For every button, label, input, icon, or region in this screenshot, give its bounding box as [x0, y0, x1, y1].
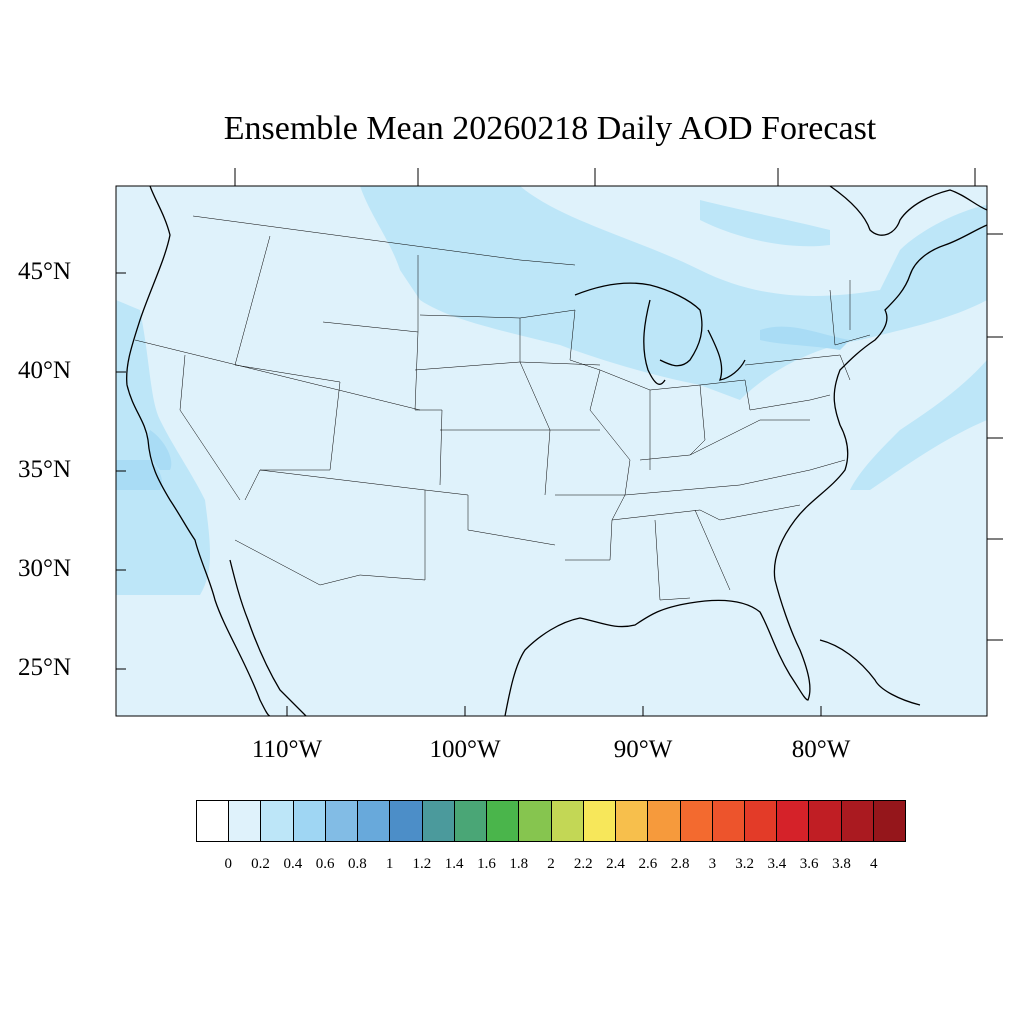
- colorbar-label: 2.4: [606, 856, 625, 872]
- map-ticks: [116, 168, 1003, 716]
- colorbar-swatch: [358, 801, 391, 841]
- colorbar-swatch: [390, 801, 423, 841]
- lat-label-45: 45°N: [18, 258, 72, 285]
- colorbar-label: 1.8: [509, 856, 529, 872]
- colorbar-swatch: [519, 801, 552, 841]
- colorbar-swatch: [873, 801, 906, 841]
- colorbar-label: 0.8: [347, 856, 367, 872]
- colorbar-label: 0.6: [315, 856, 335, 872]
- lon-label-100w: 100°W: [429, 736, 501, 763]
- colorbar-label: 2.2: [573, 856, 593, 872]
- colorbar-swatch: [809, 801, 842, 841]
- aod-accent: [116, 460, 162, 490]
- colorbar-label: 2: [547, 856, 555, 872]
- colorbar-swatch: [744, 801, 778, 841]
- colorbar-swatch: [454, 801, 488, 841]
- colorbar-label: 4: [869, 856, 878, 872]
- colorbar-label: 0: [224, 856, 233, 872]
- colorbar-label: 3.8: [832, 856, 851, 872]
- lon-label-80w: 80°W: [791, 736, 851, 763]
- colorbar-label: 1: [385, 856, 394, 872]
- colorbar-label: 1.6: [477, 856, 496, 872]
- aod-plume-northeast: [700, 200, 830, 247]
- colorbar-swatch: [648, 801, 681, 841]
- map-frame: [115, 185, 988, 717]
- lat-label-25: 25°N: [18, 654, 72, 681]
- colorbar-label: 2.6: [638, 856, 658, 872]
- lon-label-90w: 90°W: [613, 736, 673, 763]
- coastline: [126, 186, 987, 716]
- colorbar-label: 0.2: [251, 856, 270, 872]
- colorbar-swatch: [841, 801, 874, 841]
- colorbar-label: 2.8: [670, 856, 690, 872]
- lat-label-30: 30°N: [18, 555, 72, 582]
- colorbar-label: 1.4: [444, 856, 464, 872]
- aod-accent: [760, 326, 850, 350]
- colorbar-label: 3.4: [767, 856, 787, 872]
- colorbar-swatch: [325, 801, 359, 841]
- colorbar-swatch: [680, 801, 713, 841]
- lon-label-110w: 110°W: [251, 736, 323, 763]
- colorbar-swatch: [777, 801, 810, 841]
- aod-plume-east: [850, 360, 987, 490]
- colorbar-label: 3.2: [735, 856, 754, 872]
- colorbar: [196, 800, 906, 842]
- colorbar-swatch: [422, 801, 455, 841]
- colorbar-swatch: [583, 801, 617, 841]
- colorbar-swatch: [712, 801, 745, 841]
- state-borders: [134, 215, 871, 601]
- colorbar-swatch: [229, 801, 262, 841]
- colorbar-label: 1.2: [412, 856, 432, 872]
- lat-label-40: 40°N: [18, 357, 72, 384]
- colorbar-label: 0.4: [283, 856, 303, 872]
- lat-label-35: 35°N: [18, 456, 72, 483]
- colorbar-swatch: [616, 801, 649, 841]
- colorbar-swatch: [293, 801, 326, 841]
- colorbar-swatch: [487, 801, 520, 841]
- colorbar-label: 3: [708, 856, 717, 872]
- colorbar-swatch: [551, 801, 584, 841]
- colorbar-swatch: [261, 801, 294, 841]
- aod-accent: [148, 430, 172, 470]
- colorbar-swatch: [197, 801, 230, 841]
- colorbar-label: 3.6: [799, 856, 819, 872]
- map-title: Ensemble Mean 20260218 Daily AOD Forecas…: [223, 110, 877, 147]
